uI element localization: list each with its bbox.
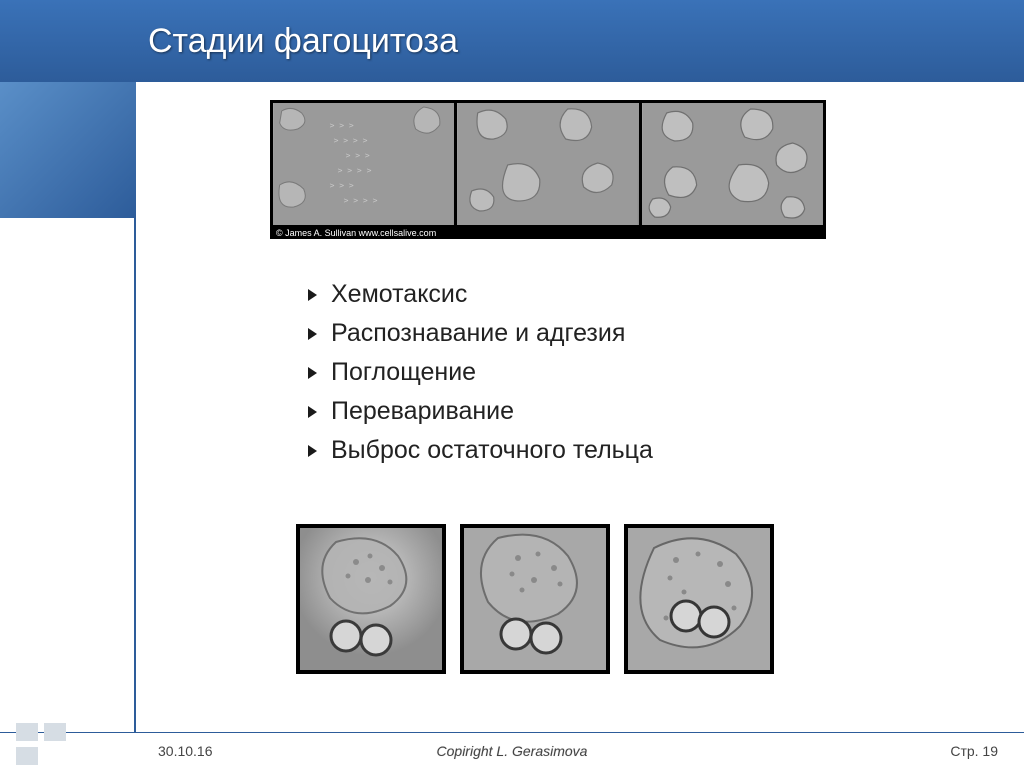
bullet-marker-icon [308,289,317,301]
bottom-tile-2 [460,524,610,674]
bullet-text: Поглощение [331,358,476,387]
bullet-list: Хемотаксис Распознавание и адгезия Погло… [308,280,653,475]
bottom-image-strip [296,524,774,674]
bullet-marker-icon [308,406,317,418]
bullet-text: Выброс остаточного тельца [331,436,653,465]
bullet-marker-icon [308,367,317,379]
bullet-marker-icon [308,445,317,457]
top-tile-1: > > > > > > > > > > > > > > > > > > > > … [273,103,454,225]
top-image-strip: > > > > > > > > > > > > > > > > > > > > … [270,100,826,239]
corner-logo-icon [16,723,70,765]
slide-title: Стадии фагоцитоза [148,22,458,61]
sidebar-accent-box [0,82,136,218]
title-bar: Стадии фагоцитоза [0,0,1024,82]
svg-text:> > >: > > > [346,151,370,160]
bullet-item: Выброс остаточного тельца [308,436,653,465]
bullet-text: Хемотаксис [331,280,467,309]
bullet-item: Распознавание и адгезия [308,319,653,348]
footer: 30.10.16 Copiright L. Gerasimova Стр. 19 [0,732,1024,768]
top-strip-caption: © James A. Sullivan www.cellsalive.com [276,228,436,238]
bullet-text: Переваривание [331,397,514,426]
bottom-tile-3 [624,524,774,674]
bullet-item: Переваривание [308,397,653,426]
bullet-item: Поглощение [308,358,653,387]
top-tile-2 [457,103,638,225]
svg-text:> > > >: > > > > [338,166,372,175]
bullet-item: Хемотаксис [308,280,653,309]
sidebar [0,82,136,732]
bullet-text: Распознавание и адгезия [331,319,625,348]
bullet-marker-icon [308,328,317,340]
bottom-tile-1 [296,524,446,674]
footer-page: Стр. 19 [950,743,998,759]
svg-text:> > > >: > > > > [344,196,378,205]
svg-text:> > >: > > > [330,121,354,130]
slide-content: > > > > > > > > > > > > > > > > > > > > … [138,82,1024,732]
svg-text:> > > >: > > > > [334,136,368,145]
top-tile-3 [642,103,823,225]
svg-text:> > >: > > > [330,181,354,190]
footer-copyright: Copiright L. Gerasimova [0,743,1024,759]
